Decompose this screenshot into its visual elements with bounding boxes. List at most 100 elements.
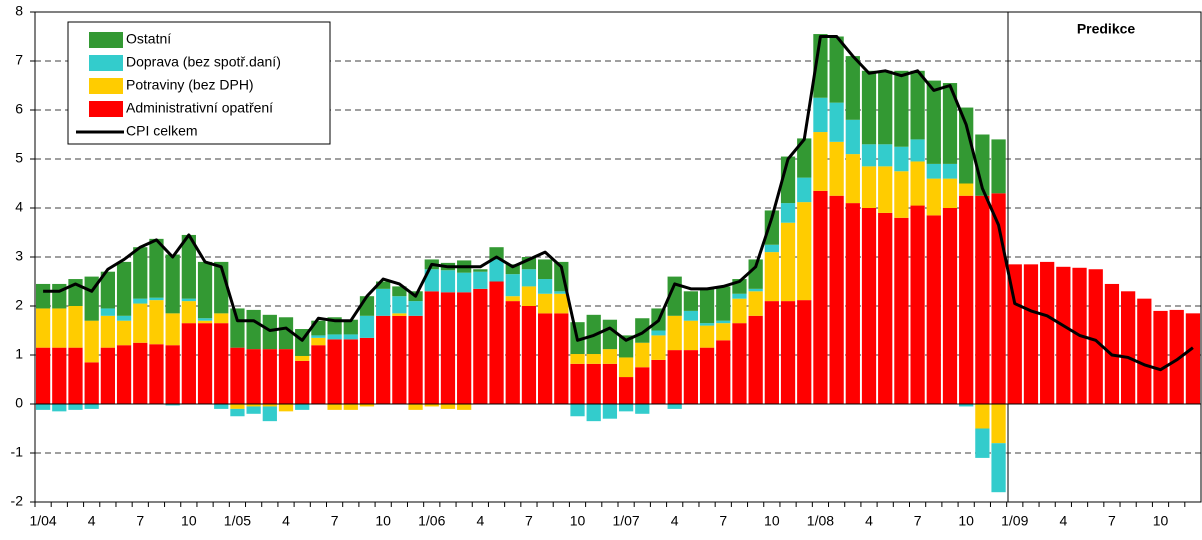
- bar-segment: [1137, 298, 1152, 404]
- x-tick-label: 4: [282, 513, 290, 529]
- bar-segment: [975, 195, 990, 404]
- bar-segment: [1023, 264, 1039, 404]
- bar-segment: [68, 306, 83, 348]
- bar-segment: [35, 308, 51, 348]
- bar-segment: [635, 367, 650, 404]
- bar-segment: [1169, 309, 1184, 404]
- bar-segment: [845, 203, 860, 404]
- x-tick-label: 10: [1153, 513, 1169, 529]
- bar-segment: [165, 345, 180, 404]
- bar-segment: [214, 313, 229, 324]
- bar-segment: [991, 404, 1006, 444]
- bar-segment: [570, 363, 585, 404]
- bar-segment: [537, 293, 553, 314]
- bar-segment: [878, 70, 893, 145]
- y-tick-label: 6: [15, 101, 23, 117]
- x-tick-label: 1/07: [612, 513, 639, 529]
- bar-segment: [1185, 313, 1201, 404]
- bar-segment: [392, 296, 407, 314]
- bar-segment: [878, 166, 893, 213]
- bar-segment: [926, 178, 941, 216]
- bar-segment: [635, 342, 650, 368]
- bar-segment: [764, 244, 779, 253]
- bar-segment: [133, 342, 148, 404]
- bar-segment: [537, 279, 553, 294]
- bar-segment: [52, 308, 67, 348]
- bar-segment: [181, 298, 196, 302]
- bar-segment: [894, 217, 909, 404]
- bar-segment: [408, 404, 423, 410]
- bar-segment: [473, 269, 488, 272]
- y-tick-label: 4: [15, 199, 23, 215]
- bar-segment: [651, 335, 666, 360]
- bar-segment: [683, 350, 699, 404]
- bar-segment: [116, 320, 132, 346]
- bar-segment: [813, 97, 828, 133]
- bar-segment: [959, 404, 974, 407]
- bar-segment: [829, 141, 844, 196]
- bar-segment: [278, 404, 294, 412]
- bar-segment: [489, 259, 504, 282]
- bar-segment: [537, 313, 553, 404]
- bar-segment: [343, 334, 358, 340]
- bar-segment: [991, 139, 1006, 194]
- bar-segment: [586, 404, 601, 422]
- bar-segment: [829, 36, 844, 103]
- bar-segment: [52, 347, 67, 404]
- bar-segment: [84, 320, 99, 363]
- bar-segment: [1056, 266, 1071, 404]
- bar-segment: [35, 283, 51, 309]
- x-tick-label: 4: [671, 513, 679, 529]
- bar-segment: [942, 83, 958, 164]
- bar-segment: [181, 234, 196, 299]
- bar-segment: [959, 107, 974, 184]
- x-tick-label: 7: [719, 513, 727, 529]
- bar-segment: [894, 146, 909, 172]
- bar-segment: [748, 259, 763, 289]
- bar-segment: [197, 261, 213, 319]
- bar-segment: [667, 350, 682, 404]
- bar-segment: [1007, 264, 1022, 404]
- bar-segment: [861, 208, 877, 404]
- bar-segment: [797, 138, 812, 178]
- bar-segment: [100, 315, 116, 348]
- bar-segment: [343, 339, 358, 404]
- bar-segment: [699, 288, 715, 324]
- bar-segment: [829, 195, 844, 404]
- bar-segment: [262, 349, 277, 404]
- bar-segment: [149, 300, 164, 345]
- x-tick-label: 7: [136, 513, 144, 529]
- bar-segment: [262, 404, 277, 407]
- bar-segment: [197, 320, 213, 324]
- bar-segment: [554, 293, 569, 314]
- bar-segment: [667, 404, 682, 409]
- legend-label: Administrativní opatření: [126, 100, 273, 116]
- bar-segment: [84, 404, 99, 409]
- bar-segment: [1088, 269, 1103, 404]
- bar-segment: [1104, 283, 1120, 404]
- bar-segment: [214, 404, 229, 409]
- bar-segment: [116, 261, 132, 316]
- bar-segment: [230, 308, 245, 348]
- bar-segment: [813, 132, 828, 191]
- bar-segment: [116, 315, 132, 321]
- bar-segment: [797, 177, 812, 203]
- legend: Ostatní Doprava (bez spotř.daní) Potraviny…: [67, 21, 331, 145]
- x-tick-label: 7: [914, 513, 922, 529]
- bar-segment: [764, 210, 779, 245]
- y-tick-label: 3: [15, 248, 23, 264]
- bar-segment: [278, 349, 294, 404]
- legend-swatch: [89, 32, 123, 48]
- bar-segment: [359, 315, 375, 338]
- bar-segment: [327, 404, 342, 410]
- bar-segment: [376, 315, 391, 404]
- bar-segment: [457, 404, 472, 410]
- bar-segment: [959, 183, 974, 196]
- legend-swatch: [89, 78, 123, 94]
- bar-segment: [165, 313, 180, 346]
- bar-segment: [780, 203, 796, 223]
- bar-segment: [845, 56, 860, 120]
- y-tick-label: 8: [15, 3, 23, 19]
- x-tick-label: 4: [1059, 513, 1067, 529]
